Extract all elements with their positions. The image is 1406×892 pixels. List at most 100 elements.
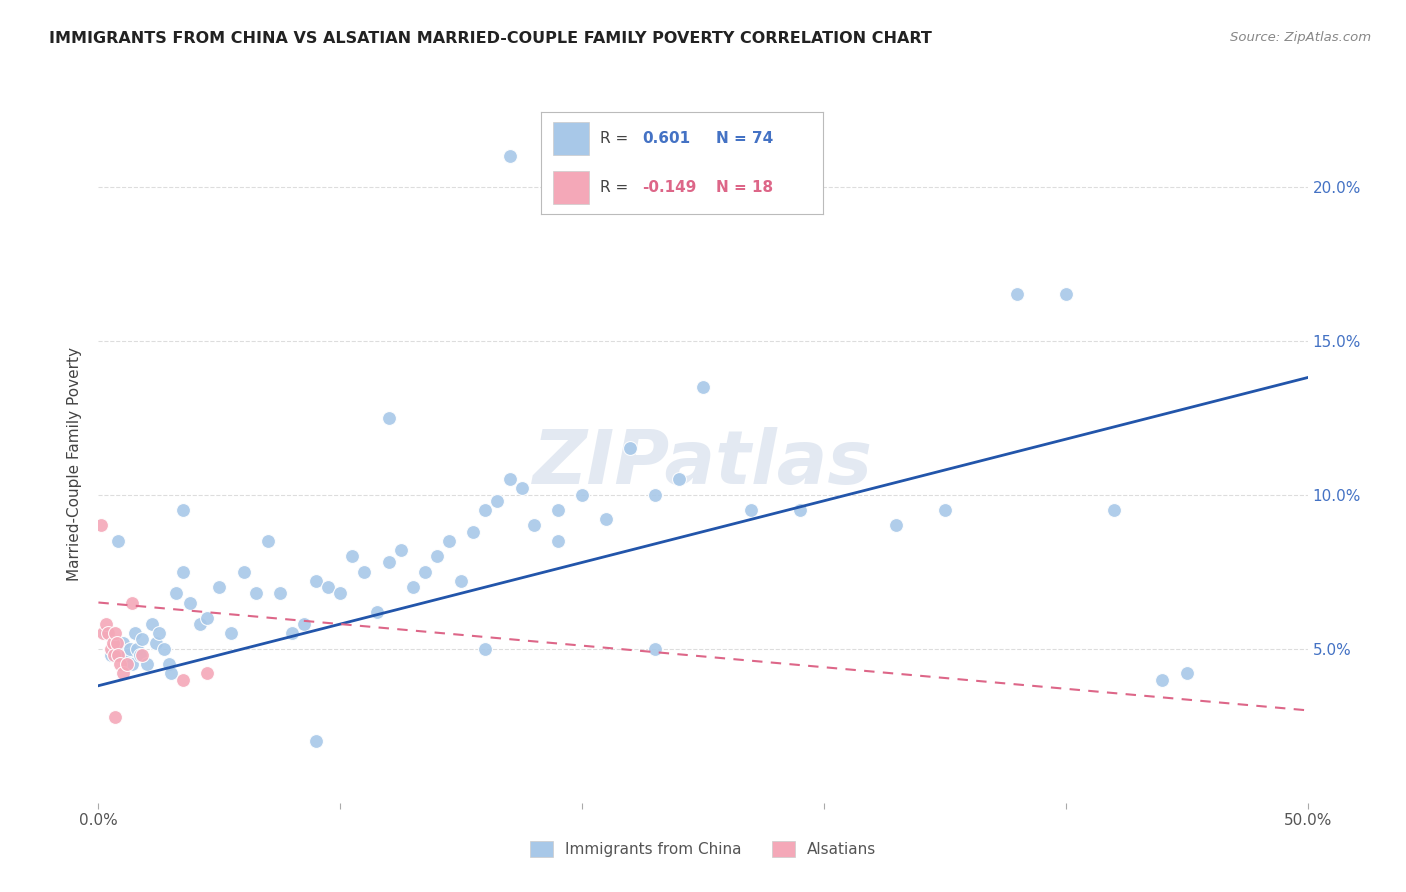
Point <box>498 472 520 486</box>
Point <box>571 488 593 502</box>
Point <box>281 626 304 640</box>
Point <box>1102 503 1125 517</box>
Point <box>1054 287 1077 301</box>
Point <box>292 617 315 632</box>
Point <box>100 641 122 656</box>
Point <box>141 617 163 632</box>
Point <box>232 565 254 579</box>
Point <box>426 549 449 564</box>
Point <box>498 149 520 163</box>
Text: Source: ZipAtlas.com: Source: ZipAtlas.com <box>1230 31 1371 45</box>
Point <box>127 641 149 656</box>
Point <box>934 503 956 517</box>
Point <box>245 586 267 600</box>
Point <box>152 641 174 656</box>
Bar <box>553 122 589 154</box>
Point <box>256 533 278 548</box>
Point <box>269 586 291 600</box>
Point <box>124 626 146 640</box>
Point <box>619 442 641 456</box>
Point <box>172 565 194 579</box>
Point <box>90 518 112 533</box>
Text: IMMIGRANTS FROM CHINA VS ALSATIAN MARRIED-COUPLE FAMILY POVERTY CORRELATION CHAR: IMMIGRANTS FROM CHINA VS ALSATIAN MARRIE… <box>49 31 932 46</box>
Point <box>145 635 167 649</box>
Point <box>135 657 157 672</box>
Point <box>402 580 425 594</box>
Text: R =: R = <box>600 130 628 145</box>
Point <box>1175 666 1198 681</box>
Point <box>208 580 231 594</box>
Point <box>474 641 496 656</box>
Point <box>463 524 485 539</box>
Point <box>450 574 472 588</box>
Point <box>195 666 218 681</box>
Point <box>510 482 533 496</box>
Point <box>377 556 399 570</box>
Point <box>117 657 139 672</box>
Point <box>595 512 617 526</box>
Point <box>105 635 128 649</box>
Point <box>342 549 364 564</box>
Point <box>131 632 153 647</box>
Point <box>389 543 412 558</box>
Point <box>644 641 666 656</box>
Point <box>305 574 328 588</box>
Point <box>188 617 211 632</box>
Point <box>221 626 243 640</box>
Point <box>353 565 375 579</box>
Point <box>100 648 122 662</box>
Point <box>547 533 569 548</box>
Legend: Immigrants from China, Alsatians: Immigrants from China, Alsatians <box>523 835 883 863</box>
Point <box>305 734 328 748</box>
Y-axis label: Married-Couple Family Poverty: Married-Couple Family Poverty <box>67 347 83 581</box>
Point <box>108 657 131 672</box>
Point <box>97 626 120 640</box>
Point <box>1007 287 1029 301</box>
Point <box>104 626 127 640</box>
Point <box>486 493 509 508</box>
Point <box>172 673 194 687</box>
Point <box>94 626 117 640</box>
Point <box>172 503 194 517</box>
Point <box>523 518 546 533</box>
Point <box>118 641 141 656</box>
Point <box>316 580 339 594</box>
Point <box>165 586 187 600</box>
Point <box>160 666 183 681</box>
Point <box>107 533 129 548</box>
Point <box>128 648 150 662</box>
Point <box>111 635 134 649</box>
Point <box>121 657 143 672</box>
Point <box>547 503 569 517</box>
Point <box>131 648 153 662</box>
Point <box>148 626 170 640</box>
Point <box>91 626 114 640</box>
Text: N = 18: N = 18 <box>716 180 773 195</box>
Text: ZIPatlas: ZIPatlas <box>533 427 873 500</box>
Point <box>789 503 811 517</box>
Bar <box>553 171 589 204</box>
Point <box>103 648 125 662</box>
Point <box>179 595 201 609</box>
Point <box>1152 673 1174 687</box>
Point <box>195 611 218 625</box>
Point <box>157 657 180 672</box>
Point <box>329 586 352 600</box>
Point <box>101 635 124 649</box>
Text: N = 74: N = 74 <box>716 130 773 145</box>
Point <box>377 410 399 425</box>
Text: -0.149: -0.149 <box>643 180 697 195</box>
Point <box>437 533 460 548</box>
Point <box>121 595 143 609</box>
Point <box>104 709 127 723</box>
Point <box>366 605 388 619</box>
Point <box>474 503 496 517</box>
Text: R =: R = <box>600 180 628 195</box>
Point <box>413 565 436 579</box>
Point <box>692 380 714 394</box>
Point <box>740 503 762 517</box>
Text: 0.601: 0.601 <box>643 130 690 145</box>
Point <box>668 472 690 486</box>
Point <box>117 648 139 662</box>
Point <box>644 488 666 502</box>
